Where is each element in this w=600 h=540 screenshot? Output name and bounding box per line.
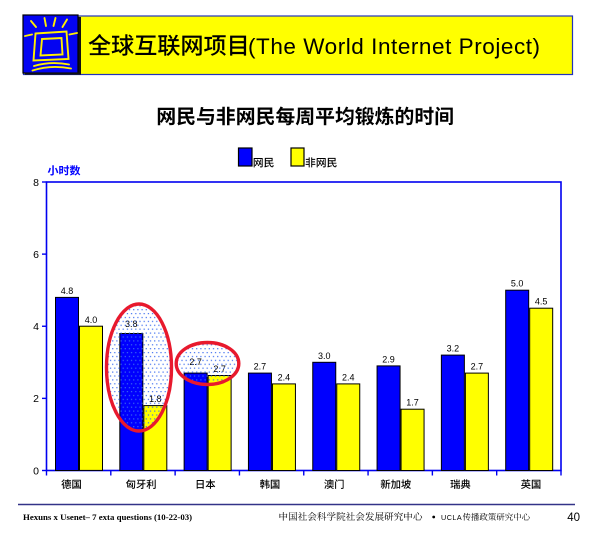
- svg-text:5.0: 5.0: [511, 279, 524, 289]
- svg-text:3.0: 3.0: [318, 351, 331, 361]
- svg-text:2.7: 2.7: [254, 362, 267, 372]
- svg-text:2.4: 2.4: [278, 372, 291, 382]
- svg-text:8: 8: [33, 177, 39, 189]
- svg-text:40: 40: [567, 512, 580, 524]
- svg-text:2.4: 2.4: [342, 372, 355, 382]
- svg-text:6: 6: [33, 249, 39, 261]
- svg-text:4.5: 4.5: [535, 297, 548, 307]
- svg-text:4.8: 4.8: [61, 286, 74, 296]
- svg-text:1.7: 1.7: [406, 398, 419, 408]
- svg-text:2: 2: [33, 393, 39, 405]
- svg-text:4.0: 4.0: [85, 315, 98, 325]
- svg-text:UCLA: UCLA: [441, 513, 462, 522]
- svg-text:2.9: 2.9: [382, 354, 395, 364]
- svg-text:Hexuns x Usenet– 7 exta questi: Hexuns x Usenet– 7 exta questions (10-22…: [23, 512, 192, 522]
- svg-text:3.2: 3.2: [447, 344, 460, 354]
- svg-text:4: 4: [33, 321, 39, 333]
- svg-text:(The World Internet Project): (The World Internet Project): [248, 34, 541, 59]
- svg-text:0: 0: [33, 465, 39, 477]
- svg-text:2.7: 2.7: [471, 362, 484, 372]
